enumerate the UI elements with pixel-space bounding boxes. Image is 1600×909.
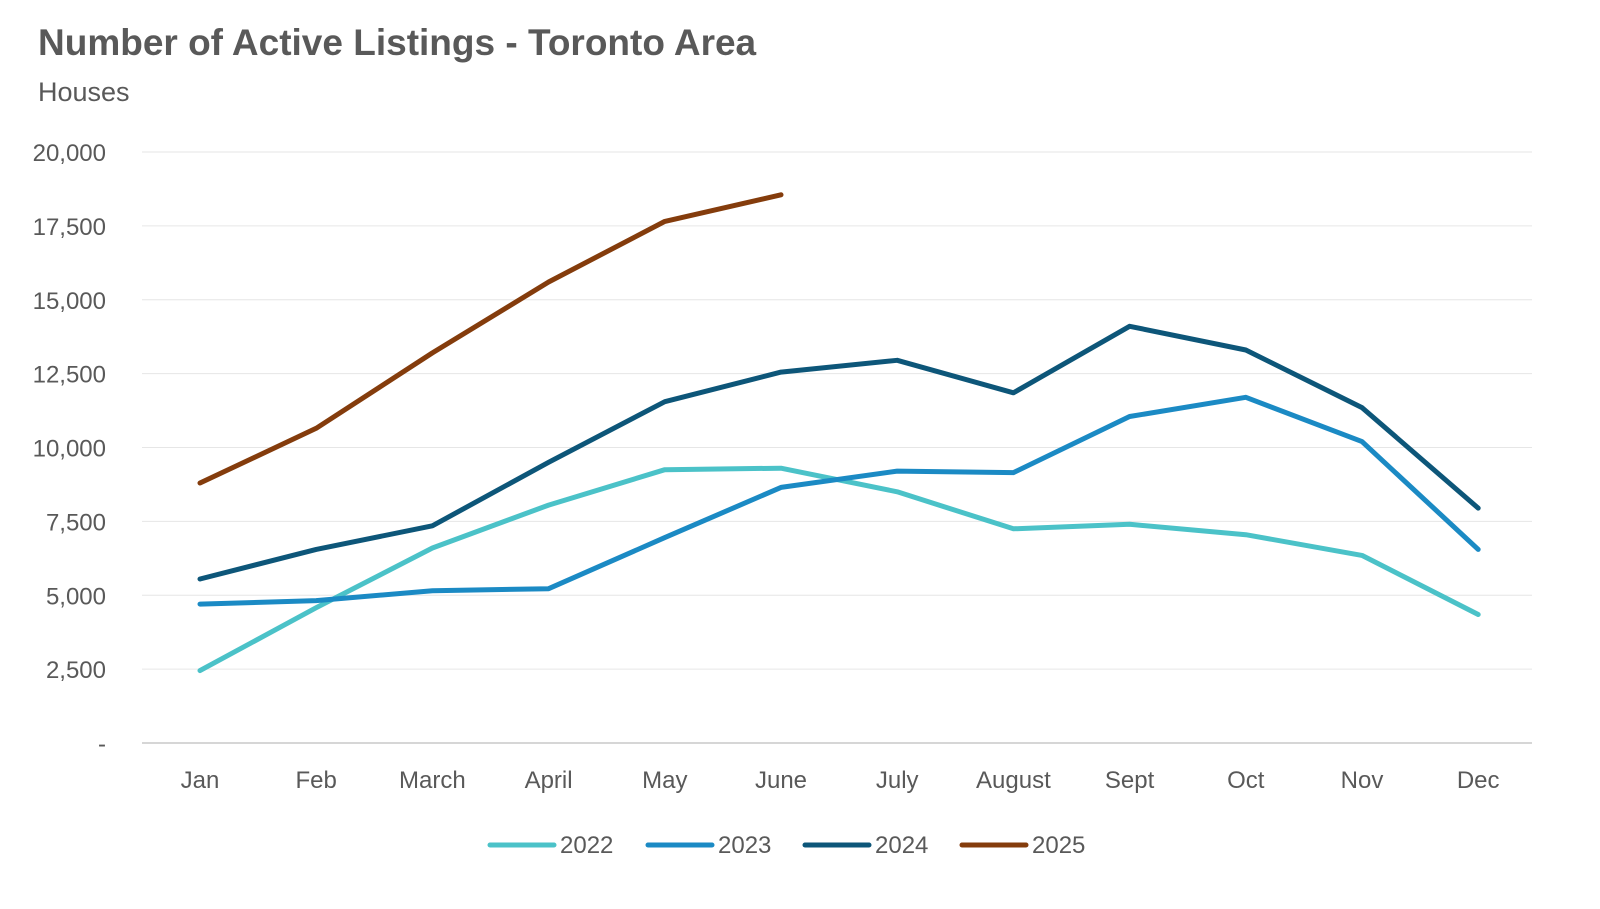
x-tick-label: July — [876, 767, 919, 794]
x-axis: Jan Feb March April May June July August Sept Oct… — [142, 742, 1532, 794]
x-tick-label: August — [976, 767, 1051, 794]
series-line-2025 — [197, 192, 784, 486]
y-tick-label: 10,000 — [33, 436, 106, 463]
gridlines — [142, 151, 1532, 670]
chart-title: Number of Active Listings - Toronto Area — [38, 22, 757, 63]
legend: 2022 2023 2024 2025 — [487, 832, 1085, 859]
series-line-2022 — [197, 465, 1481, 674]
series-line-2024 — [197, 323, 1481, 582]
y-tick-label: 5,000 — [46, 583, 106, 610]
x-tick-label: June — [755, 767, 807, 794]
y-tick-label: - — [98, 731, 106, 758]
x-tick-label: March — [399, 767, 466, 794]
x-tick-label: Dec — [1457, 767, 1500, 794]
x-tick-label: Nov — [1341, 767, 1384, 794]
legend-item-2025: 2025 — [959, 832, 1085, 859]
series-line-2023 — [197, 394, 1481, 607]
legend-label: 2024 — [875, 832, 928, 859]
x-tick-label: Jan — [181, 767, 220, 794]
legend-item-2023: 2023 — [645, 832, 771, 859]
legend-label: 2023 — [718, 832, 771, 859]
x-tick-label: Feb — [296, 767, 337, 794]
y-tick-label: 12,500 — [33, 362, 106, 389]
chart-subtitle: Houses — [38, 77, 130, 107]
x-tick-label: April — [525, 767, 573, 794]
x-tick-label: Oct — [1227, 767, 1265, 794]
legend-label: 2022 — [560, 832, 613, 859]
y-tick-label: 7,500 — [46, 509, 106, 536]
x-tick-label: Sept — [1105, 767, 1155, 794]
legend-item-2024: 2024 — [802, 832, 928, 859]
x-tick-label: May — [642, 767, 687, 794]
legend-item-2022: 2022 — [487, 832, 613, 859]
y-tick-label: 17,500 — [33, 214, 106, 241]
y-tick-label: 2,500 — [46, 657, 106, 684]
series-lines — [197, 192, 1481, 674]
y-tick-label: 15,000 — [33, 288, 106, 315]
legend-label: 2025 — [1032, 832, 1085, 859]
y-tick-label: 20,000 — [33, 140, 106, 167]
y-axis: - 2,500 5,000 7,500 10,000 12,500 15,000 17,500… — [33, 140, 106, 758]
